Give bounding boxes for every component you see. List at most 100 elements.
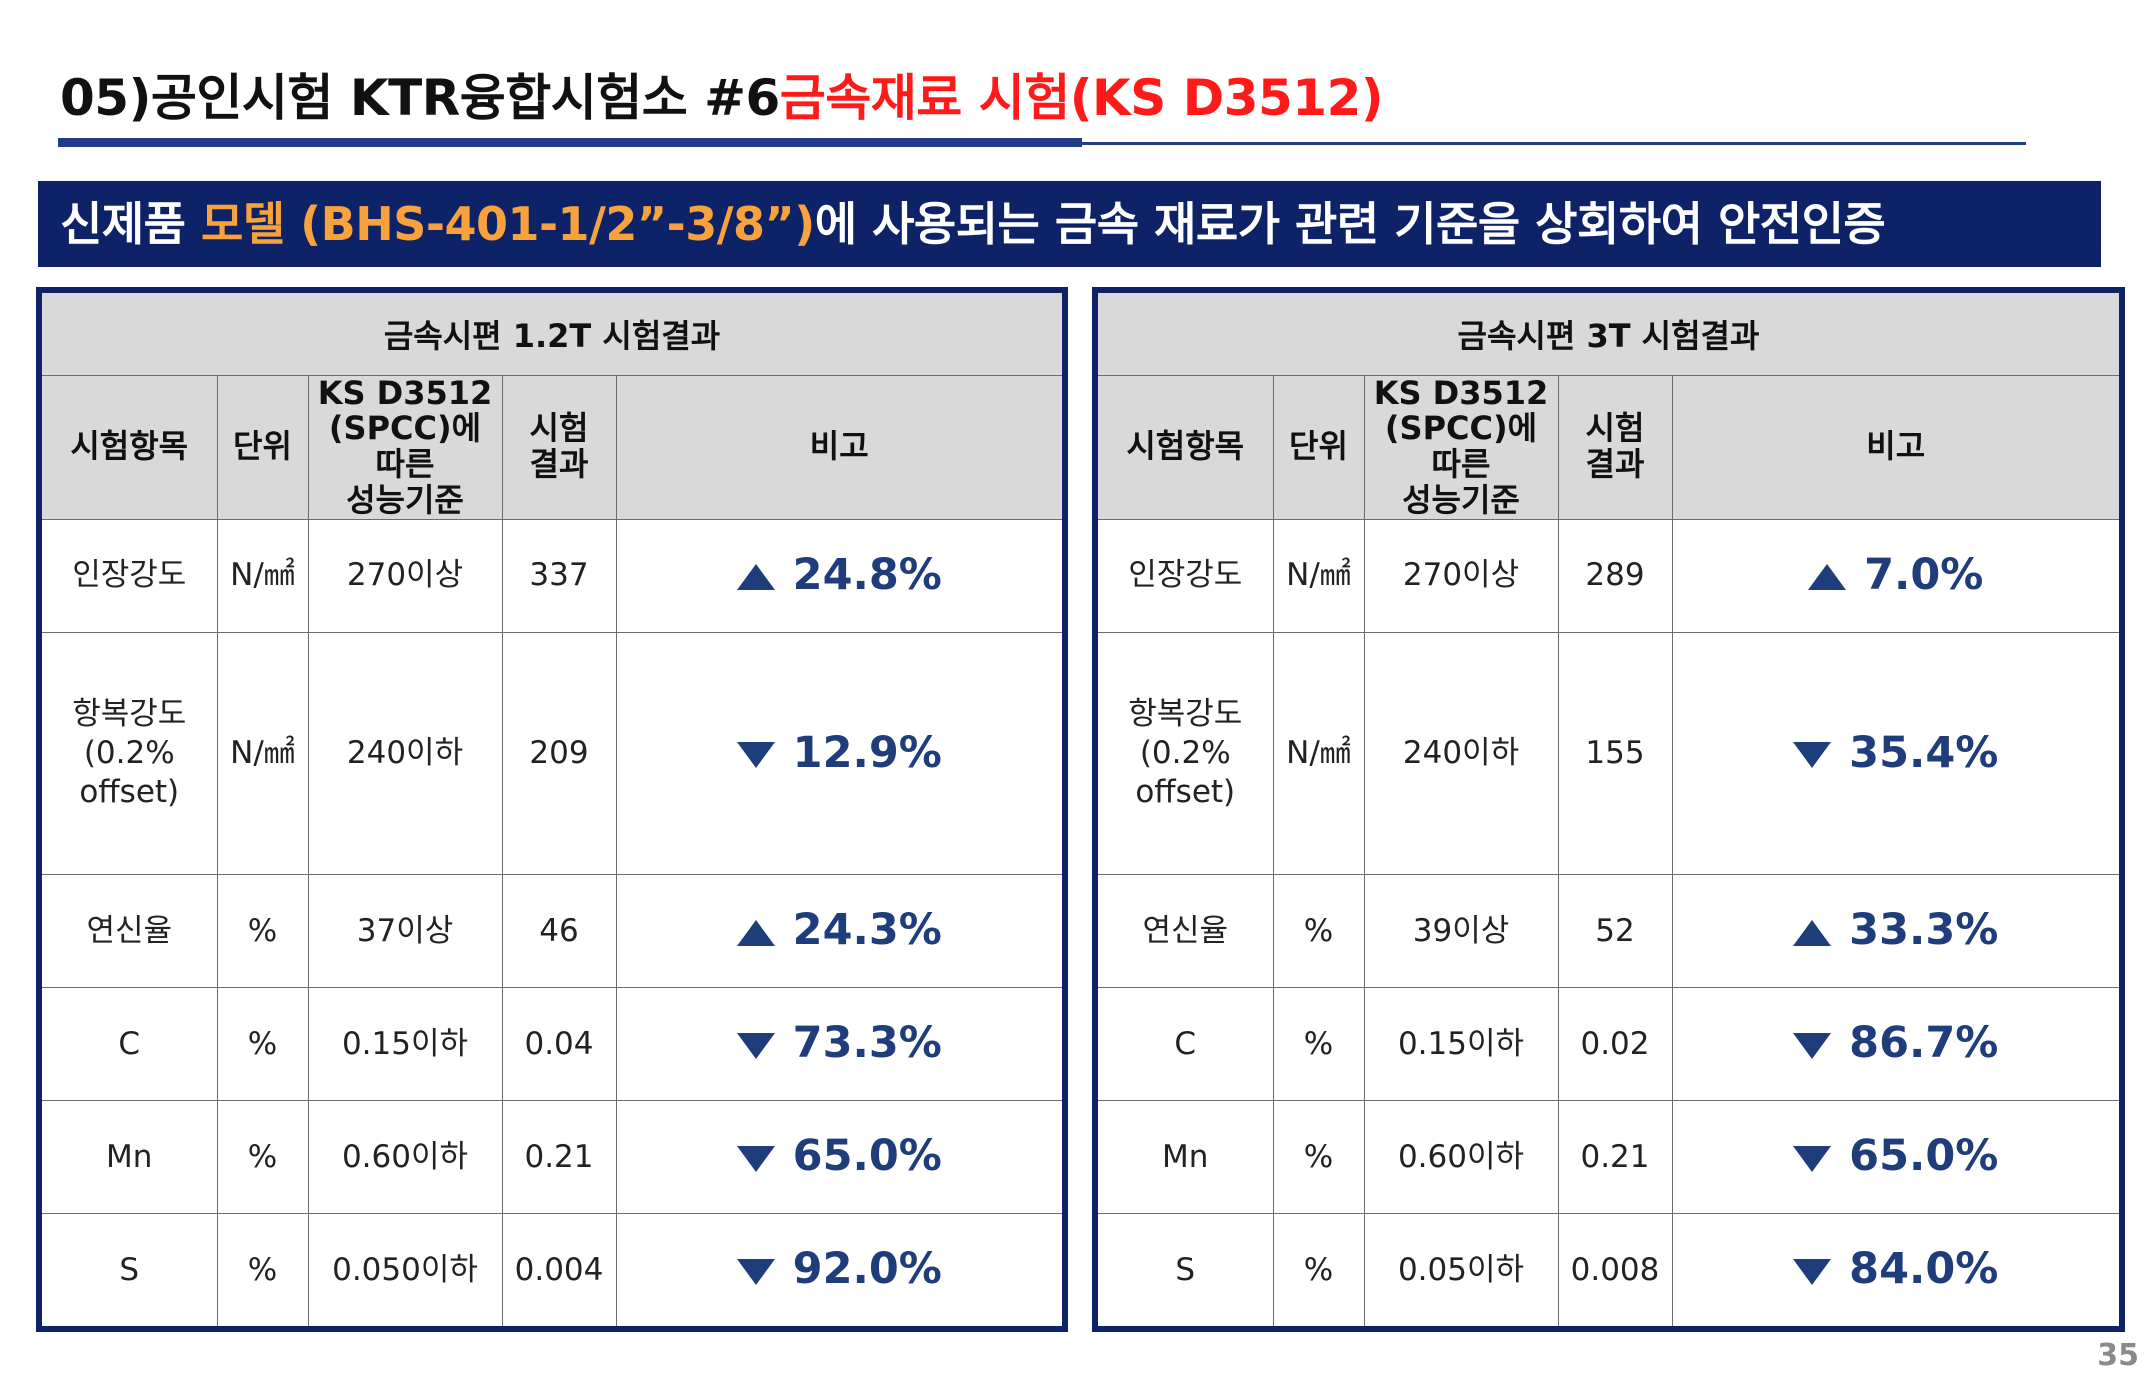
note-cell: 33.3% <box>1671 874 2119 989</box>
standard-cell: 0.60이하 <box>307 1100 503 1215</box>
col-note-header: 비고 <box>1671 374 2119 520</box>
results-table: 금속시편 3T 시험결과 시험항목 단위 KS D3512 (SPCC)에 따른 성… <box>1098 293 2119 1326</box>
note-percent: 35.4% <box>1793 728 1998 778</box>
title-highlight: 금속재료 시험(KS D3512) <box>779 69 1384 127</box>
note-percent: 24.3% <box>736 905 942 955</box>
title-underline-thick <box>58 138 1082 147</box>
header-row: 시험항목 단위 KS D3512 (SPCC)에 따른 성능기준 시험 결과 비고 <box>42 374 1062 520</box>
result-header-line2: 결과 <box>529 445 589 484</box>
note-cell: 92.0% <box>615 1213 1062 1326</box>
note-cell: 84.0% <box>1671 1213 2119 1326</box>
table-row: 항복강도 (0.2% offset) N/㎟ 240이하 155 35.4% <box>1098 631 2119 876</box>
percent-value: 92.0% <box>792 1244 942 1295</box>
note-cell: 12.9% <box>615 631 1062 876</box>
note-percent: 84.0% <box>1793 1244 1998 1294</box>
result-cell: 209 <box>501 631 617 876</box>
item-cell: 항복강도 (0.2% offset) <box>1098 631 1274 876</box>
item-name: 인장강도 <box>72 557 187 594</box>
unit-cell: N/㎟ <box>216 631 309 876</box>
col-standard-header: KS D3512 (SPCC)에 따른 성능기준 <box>1363 373 1559 520</box>
percent-value: 35.4% <box>1849 727 1999 778</box>
unit-cell: % <box>1272 874 1365 989</box>
col-standard-header: KS D3512 (SPCC)에 따른 성능기준 <box>307 374 503 520</box>
triangle-down-icon <box>1793 1145 1832 1172</box>
triangle-down-icon <box>1793 742 1832 769</box>
result-cell: 0.04 <box>501 987 617 1102</box>
unit-cell: % <box>216 1100 309 1215</box>
unit-cell: % <box>216 987 309 1102</box>
triangle-down-icon <box>1793 1032 1832 1059</box>
note-cell: 35.4% <box>1671 631 2119 876</box>
percent-value: 33.3% <box>1849 905 1999 956</box>
page-number: 35 <box>2097 1338 2139 1373</box>
note-cell: 7.0% <box>1671 518 2119 633</box>
banner-model: 모델 (BHS-401-1/2”-3/8”) <box>200 197 815 251</box>
item-name: C <box>118 1025 141 1062</box>
col-result-header: 시험 결과 <box>501 374 617 520</box>
standard-cell: 240이하 <box>307 631 503 876</box>
banner-text-1: 신제품 <box>60 197 201 251</box>
table-row: C % 0.15이하 0.04 73.3% <box>42 987 1062 1102</box>
note-percent: 92.0% <box>736 1244 942 1295</box>
standard-cell: 39이상 <box>1363 874 1559 989</box>
col-unit-header: 단위 <box>1272 374 1365 520</box>
note-percent: 7.0% <box>1808 550 1983 600</box>
title-prefix: 05)공인시험 KTR융합시험소 #6 <box>60 69 780 127</box>
item-cell: C <box>42 987 218 1102</box>
std-header-line1: KS D3512 <box>1373 373 1549 412</box>
note-percent: 65.0% <box>736 1131 942 1181</box>
standard-cell: 37이상 <box>307 874 503 989</box>
std-header-line2: (SPCC)에 따른 <box>328 409 482 484</box>
item-name: 항복강도 <box>72 696 187 733</box>
unit-cell: N/㎟ <box>216 518 309 633</box>
note-cell: 86.7% <box>1671 987 2119 1102</box>
triangle-down-icon <box>736 1145 775 1172</box>
table-row: 연신율 % 39이상 52 33.3% <box>1098 874 2119 989</box>
percent-value: 65.0% <box>1849 1131 1999 1182</box>
triangle-down-icon <box>736 742 775 769</box>
note-cell: 65.0% <box>615 1100 1062 1215</box>
note-percent: 24.8% <box>736 550 942 600</box>
table-caption: 금속시편 3T 시험결과 <box>1098 293 2119 376</box>
std-header-line2: (SPCC)에 따른 <box>1384 409 1538 484</box>
item-name: 연신율 <box>1142 912 1229 949</box>
note-cell: 73.3% <box>615 987 1062 1102</box>
result-cell: 337 <box>501 518 617 633</box>
standard-cell: 240이하 <box>1363 631 1559 876</box>
table-row: Mn % 0.60이하 0.21 65.0% <box>1098 1100 2119 1215</box>
note-cell: 65.0% <box>1671 1100 2119 1215</box>
item-name: C <box>1174 1025 1197 1062</box>
header-row: 시험항목 단위 KS D3512 (SPCC)에 따른 성능기준 시험 결과 비고 <box>1098 373 2119 520</box>
page-title: 05)공인시험 KTR융합시험소 #6금속재료 시험(KS D3512) <box>60 58 1384 130</box>
item-name: 항복강도 <box>1128 696 1243 733</box>
table-row: S % 0.05이하 0.008 84.0% <box>1098 1213 2119 1326</box>
table-row: 연신율 % 37이상 46 24.3% <box>42 874 1062 989</box>
triangle-up-icon <box>736 919 775 946</box>
col-note-header: 비고 <box>615 374 1062 520</box>
table-row: 항복강도 (0.2% offset) N/㎟ 240이하 209 12.9% <box>42 631 1062 876</box>
item-cell: S <box>1098 1213 1274 1326</box>
unit-cell: % <box>1272 1213 1365 1326</box>
standard-cell: 0.60이하 <box>1363 1100 1559 1215</box>
col-item-header: 시험항목 <box>1098 374 1274 520</box>
note-cell: 24.8% <box>615 518 1062 633</box>
result-header-line1: 시험 <box>529 409 589 448</box>
result-cell: 0.008 <box>1557 1213 1673 1326</box>
percent-value: 7.0% <box>1864 549 1984 600</box>
standard-cell: 270이상 <box>1363 518 1559 633</box>
note-cell: 24.3% <box>615 874 1062 989</box>
standard-cell: 0.05이하 <box>1363 1213 1559 1326</box>
standard-cell: 270이상 <box>307 518 503 633</box>
item-cell: Mn <box>42 1100 218 1215</box>
result-cell: 0.21 <box>1557 1100 1673 1215</box>
banner-text-2: 에 사용되는 금속 재료가 관련 기준을 상회하여 안전인증 <box>814 197 1886 251</box>
item-subtext: (0.2% offset) <box>79 735 180 810</box>
standard-cell: 0.050이하 <box>307 1213 503 1326</box>
item-cell: Mn <box>1098 1100 1274 1215</box>
results-table: 금속시편 1.2T 시험결과 시험항목 단위 KS D3512 (SPCC)에 따… <box>42 293 1062 1326</box>
table-row: S % 0.050이하 0.004 92.0% <box>42 1213 1062 1326</box>
summary-banner: 신제품 모델 (BHS-401-1/2”-3/8”)에 사용되는 금속 재료가 … <box>38 181 2101 267</box>
item-name: S <box>119 1251 140 1288</box>
note-percent: 33.3% <box>1793 905 1998 955</box>
result-header-line2: 결과 <box>1585 445 1645 484</box>
